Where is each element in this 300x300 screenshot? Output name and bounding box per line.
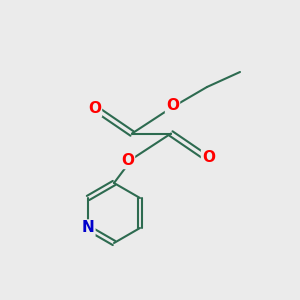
Text: O: O xyxy=(202,150,215,165)
Text: O: O xyxy=(166,98,179,112)
Text: N: N xyxy=(82,220,94,236)
Text: O: O xyxy=(88,101,101,116)
Text: O: O xyxy=(121,153,134,168)
